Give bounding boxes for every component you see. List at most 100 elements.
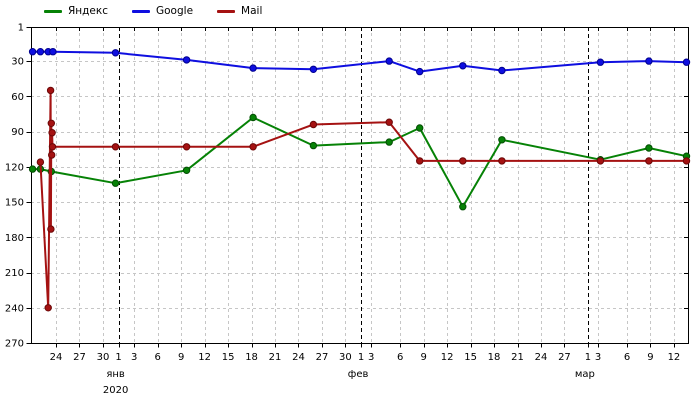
data-point-mail[interactable] bbox=[36, 158, 45, 166]
data-point-mail[interactable] bbox=[416, 157, 424, 165]
data-point-mail[interactable] bbox=[596, 157, 605, 165]
data-point-yandex[interactable] bbox=[182, 166, 191, 175]
y-axis-tick-label: 90 bbox=[11, 127, 24, 138]
y-axis-tick-label: 180 bbox=[5, 233, 24, 244]
legend-item-yandex[interactable]: Яндекс bbox=[44, 5, 108, 17]
data-point-mail[interactable] bbox=[309, 120, 318, 129]
x-axis-tick-label: 18 bbox=[488, 352, 501, 363]
x-axis-tick-label: 9 bbox=[420, 352, 426, 363]
data-point-mail[interactable] bbox=[47, 225, 55, 233]
x-axis-tick-label: 6 bbox=[155, 352, 161, 363]
data-point-google[interactable] bbox=[182, 56, 191, 64]
y-axis-tick-label: 1 bbox=[18, 23, 24, 34]
y-axis-tick-label: 150 bbox=[5, 198, 24, 209]
data-point-google[interactable] bbox=[111, 49, 120, 57]
x-axis-tick-label: 12 bbox=[198, 352, 211, 363]
series-line-google bbox=[31, 50, 688, 73]
data-point-mail[interactable] bbox=[46, 86, 55, 95]
year-label: 2020 bbox=[103, 385, 128, 396]
data-point-google[interactable] bbox=[682, 58, 691, 66]
x-axis-tick-label: 9 bbox=[178, 352, 184, 363]
y-axis-tick-label: 30 bbox=[11, 57, 24, 68]
data-point-yandex[interactable] bbox=[28, 165, 37, 173]
data-point-mail[interactable] bbox=[44, 304, 52, 312]
data-point-yandex[interactable] bbox=[498, 136, 506, 144]
data-point-google[interactable] bbox=[416, 67, 424, 76]
data-point-google[interactable] bbox=[249, 64, 257, 72]
data-point-mail[interactable] bbox=[48, 151, 56, 159]
data-point-google[interactable] bbox=[28, 48, 37, 56]
yandex-line-swatch bbox=[44, 9, 62, 13]
x-axis-tick-label: 6 bbox=[624, 352, 630, 363]
x-axis-tick-label: 30 bbox=[339, 352, 352, 363]
x-axis-tick-label: 3 bbox=[595, 352, 601, 363]
x-axis-tick-label: 1 bbox=[115, 352, 121, 363]
series-line-mail bbox=[39, 89, 688, 309]
google-line-swatch bbox=[132, 9, 150, 13]
data-point-google[interactable] bbox=[596, 58, 605, 66]
data-point-google[interactable] bbox=[36, 48, 45, 56]
x-axis-tick-label: 12 bbox=[668, 352, 681, 363]
legend-item-mail[interactable]: Mail bbox=[217, 5, 262, 17]
data-point-yandex[interactable] bbox=[459, 203, 467, 211]
x-axis-tick-label: 3 bbox=[131, 352, 137, 363]
data-point-google[interactable] bbox=[645, 57, 653, 65]
data-point-google[interactable] bbox=[49, 48, 57, 56]
x-axis-tick-label: 30 bbox=[97, 352, 110, 363]
data-point-mail[interactable] bbox=[645, 157, 653, 165]
y-axis-tick-label: 120 bbox=[5, 162, 24, 173]
data-point-mail[interactable] bbox=[48, 129, 56, 137]
y-axis-tick-label: 270 bbox=[5, 339, 24, 350]
data-point-mail[interactable] bbox=[385, 118, 393, 126]
month-label: фев bbox=[348, 369, 369, 380]
data-point-yandex[interactable] bbox=[111, 179, 120, 187]
data-point-google[interactable] bbox=[309, 65, 318, 74]
x-axis-tick-label: 12 bbox=[441, 352, 454, 363]
x-axis-tick-label: 18 bbox=[245, 352, 258, 363]
data-point-yandex[interactable] bbox=[416, 124, 424, 132]
y-axis-tick-label: 210 bbox=[5, 268, 24, 279]
data-point-mail[interactable] bbox=[182, 143, 191, 151]
data-point-yandex[interactable] bbox=[249, 113, 257, 122]
chart-legend: Яндекс Google Mail bbox=[44, 5, 262, 17]
data-point-google[interactable] bbox=[459, 62, 467, 70]
data-point-yandex[interactable] bbox=[309, 141, 318, 150]
legend-label-google: Google bbox=[156, 5, 194, 17]
data-point-mail[interactable] bbox=[249, 143, 257, 151]
legend-label-mail: Mail bbox=[241, 5, 263, 17]
data-point-mail[interactable] bbox=[48, 143, 57, 151]
x-axis-tick-label: 1 bbox=[585, 352, 591, 363]
legend-item-google[interactable]: Google bbox=[132, 5, 193, 17]
x-axis-tick-label: 21 bbox=[269, 352, 282, 363]
data-point-mail[interactable] bbox=[682, 157, 691, 165]
x-axis-tick-label: 27 bbox=[73, 352, 86, 363]
x-axis-tick-label: 24 bbox=[50, 352, 63, 363]
data-point-mail[interactable] bbox=[111, 143, 120, 151]
x-axis-tick-label: 21 bbox=[511, 352, 524, 363]
x-axis-tick-label: 15 bbox=[222, 352, 235, 363]
x-axis-tick-label: 27 bbox=[316, 352, 329, 363]
month-label: янв bbox=[106, 369, 125, 380]
x-axis-tick-label: 3 bbox=[368, 352, 374, 363]
x-axis-tick-label: 15 bbox=[464, 352, 477, 363]
series-line-yandex bbox=[31, 116, 688, 208]
x-axis-tick-label: 27 bbox=[558, 352, 571, 363]
data-point-mail[interactable] bbox=[498, 157, 506, 165]
data-point-yandex[interactable] bbox=[645, 144, 653, 152]
month-label: мар bbox=[575, 369, 595, 380]
data-point-google[interactable] bbox=[385, 57, 393, 65]
x-axis-tick-label: 1 bbox=[358, 352, 364, 363]
x-axis-tick-label: 24 bbox=[535, 352, 548, 363]
x-axis-tick-label: 6 bbox=[397, 352, 403, 363]
y-axis-tick-label: 60 bbox=[11, 92, 24, 103]
y-axis-tick-label: 240 bbox=[5, 303, 24, 314]
data-point-mail[interactable] bbox=[47, 119, 55, 128]
data-point-yandex[interactable] bbox=[385, 138, 393, 146]
x-axis-tick-label: 24 bbox=[292, 352, 305, 363]
mail-line-swatch bbox=[217, 9, 236, 13]
data-point-google[interactable] bbox=[498, 66, 506, 75]
data-point-mail[interactable] bbox=[459, 157, 467, 165]
plot-border bbox=[31, 27, 689, 344]
